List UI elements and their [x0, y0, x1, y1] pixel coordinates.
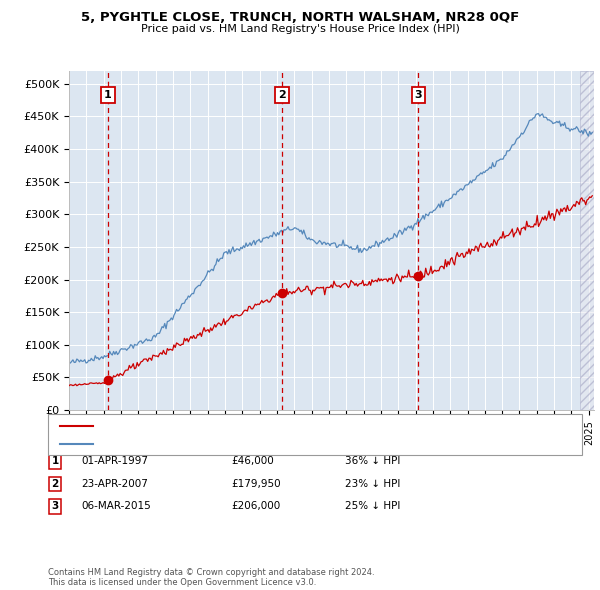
Text: HPI: Average price, detached house, North Norfolk: HPI: Average price, detached house, Nort… [97, 439, 343, 449]
Text: 23% ↓ HPI: 23% ↓ HPI [345, 479, 400, 489]
Text: 3: 3 [52, 502, 59, 511]
Text: £46,000: £46,000 [231, 457, 274, 466]
Text: 01-APR-1997: 01-APR-1997 [81, 457, 148, 466]
Text: 06-MAR-2015: 06-MAR-2015 [81, 502, 151, 511]
Text: 1: 1 [52, 457, 59, 466]
Text: 1: 1 [104, 90, 112, 100]
Text: 5, PYGHTLE CLOSE, TRUNCH, NORTH WALSHAM, NR28 0QF (detached house): 5, PYGHTLE CLOSE, TRUNCH, NORTH WALSHAM,… [97, 421, 475, 431]
Text: £206,000: £206,000 [231, 502, 280, 511]
Text: 3: 3 [415, 90, 422, 100]
Text: 2: 2 [278, 90, 286, 100]
Text: 36% ↓ HPI: 36% ↓ HPI [345, 457, 400, 466]
Text: Price paid vs. HM Land Registry's House Price Index (HPI): Price paid vs. HM Land Registry's House … [140, 24, 460, 34]
Text: 2: 2 [52, 479, 59, 489]
Text: £179,950: £179,950 [231, 479, 281, 489]
Text: Contains HM Land Registry data © Crown copyright and database right 2024.
This d: Contains HM Land Registry data © Crown c… [48, 568, 374, 587]
Text: 23-APR-2007: 23-APR-2007 [81, 479, 148, 489]
Text: 5, PYGHTLE CLOSE, TRUNCH, NORTH WALSHAM, NR28 0QF: 5, PYGHTLE CLOSE, TRUNCH, NORTH WALSHAM,… [81, 11, 519, 24]
Text: 25% ↓ HPI: 25% ↓ HPI [345, 502, 400, 511]
